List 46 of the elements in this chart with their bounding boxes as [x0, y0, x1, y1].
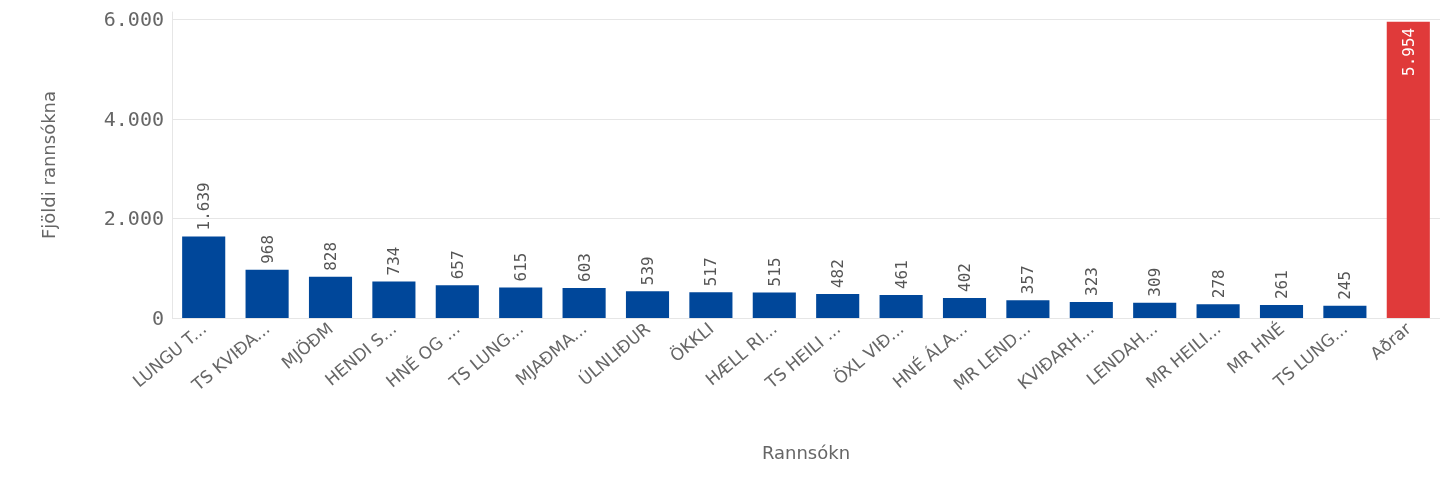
data-label: 261 — [1272, 270, 1291, 300]
data-label: 828 — [321, 241, 340, 271]
bar — [562, 288, 606, 318]
bar — [1259, 305, 1304, 318]
bar — [752, 292, 796, 318]
data-label: 5.954 — [1398, 27, 1418, 76]
bar — [1196, 304, 1240, 318]
bar — [1386, 21, 1430, 318]
bar — [816, 294, 860, 318]
data-label: 323 — [1081, 267, 1101, 296]
bar — [499, 287, 543, 318]
data-label: 517 — [701, 257, 721, 287]
bar — [1323, 305, 1367, 318]
bar — [245, 269, 289, 318]
bar — [372, 281, 416, 318]
data-label: 968 — [257, 234, 277, 264]
data-label: 461 — [891, 260, 911, 290]
bar — [625, 291, 670, 318]
bar — [1133, 302, 1177, 318]
y-axis-title: Fjöldi rannsókna — [37, 90, 59, 240]
data-label: 402 — [955, 263, 974, 292]
data-label: 657 — [447, 250, 467, 280]
data-label: 615 — [511, 252, 531, 282]
bar — [689, 292, 733, 318]
data-label: 278 — [1208, 269, 1228, 299]
y-tick-label: 2.000 — [103, 206, 164, 231]
bar — [942, 298, 987, 318]
bar — [879, 295, 923, 318]
data-label: 515 — [764, 257, 784, 287]
data-label: 309 — [1145, 267, 1165, 297]
bar — [308, 276, 353, 318]
y-tick-label: 0 — [151, 306, 164, 330]
data-label: 357 — [1018, 265, 1038, 295]
x-axis-title: Rannsókn — [761, 441, 851, 463]
data-label: 482 — [828, 259, 848, 289]
y-tick-label: 4.000 — [103, 106, 164, 131]
bar — [1069, 301, 1113, 318]
data-label: 1.639 — [194, 182, 214, 231]
bar — [435, 285, 479, 318]
data-label: 245 — [1335, 270, 1355, 300]
data-label: 603 — [574, 253, 594, 282]
data-label: 539 — [638, 256, 657, 286]
bar — [1006, 300, 1050, 318]
bar — [182, 236, 226, 318]
data-label: 734 — [384, 246, 404, 276]
y-tick-label: 6.000 — [103, 7, 164, 32]
